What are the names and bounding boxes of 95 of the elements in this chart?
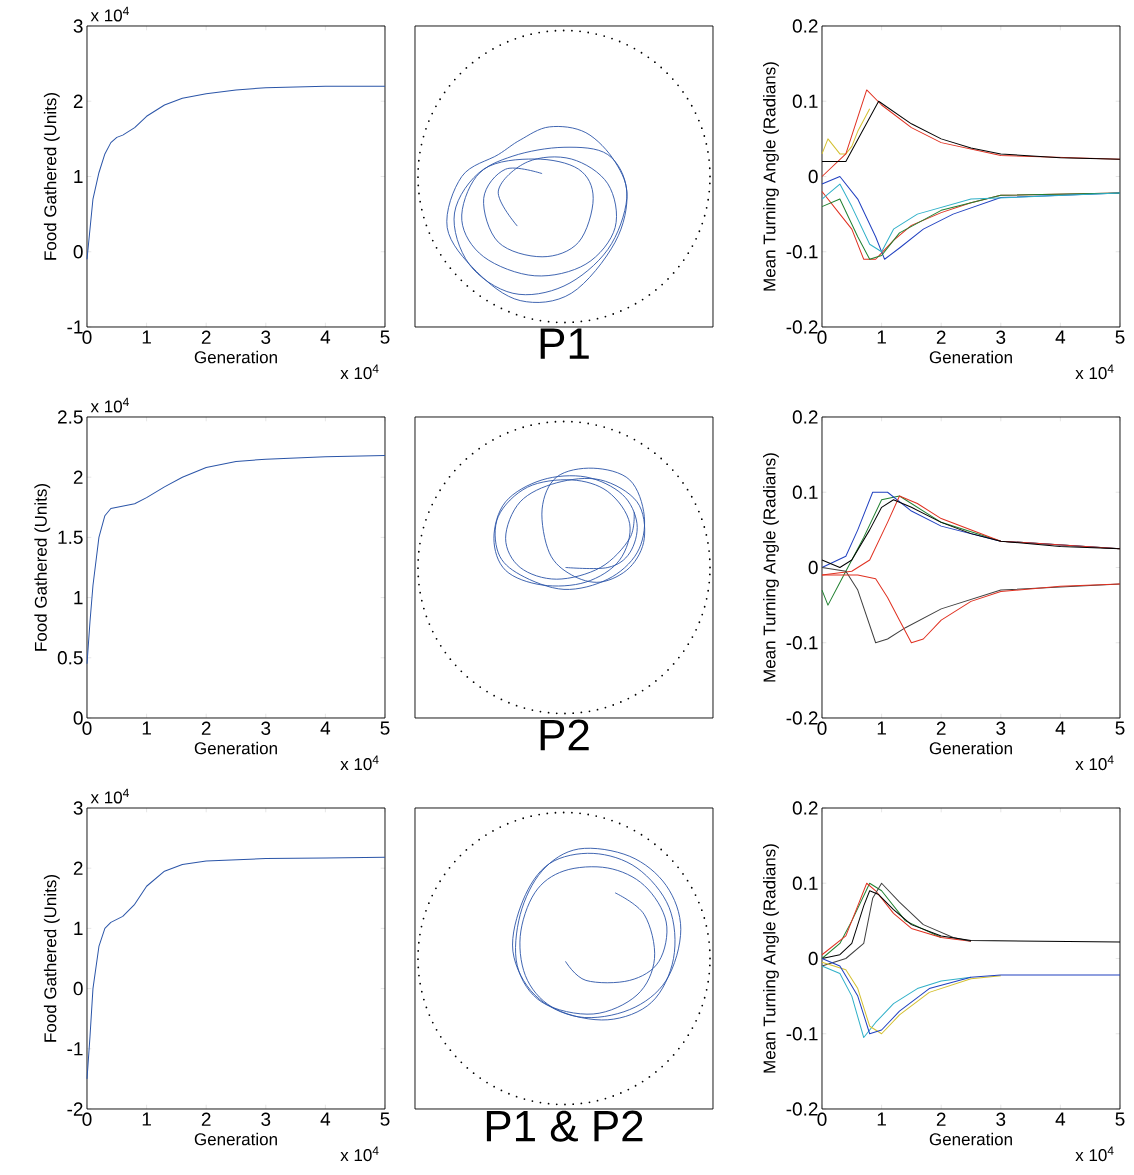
y-tick-label: 2 [73, 94, 83, 108]
x-axis-title: Generation [929, 350, 1012, 364]
x-axis-title: Generation [194, 1132, 277, 1146]
y-tick-label: 1 [74, 169, 83, 184]
y-axis-title: Food Gathered (Units) [43, 875, 60, 1042]
text: x 10$^{4}$ [90, 6, 129, 22]
x-tick-label: 2 [201, 330, 211, 344]
line-series [821, 882, 942, 959]
text: x 10$^{4}$ [1075, 755, 1114, 771]
x-tick-label: 1 [877, 721, 886, 735]
y-tick-label: -0.2 [786, 1102, 818, 1116]
line-series [821, 183, 1121, 253]
y-tick-label: -0.1 [786, 636, 818, 650]
x-tick-label: 2 [201, 721, 211, 735]
text: P1 & P2 [486, 1110, 643, 1142]
y-tick-label: -0.1 [786, 1027, 818, 1041]
x-tick-label: 4 [1055, 1112, 1066, 1126]
y-tick-label: -1 [67, 320, 83, 334]
text: x 10$^{4}$ [340, 364, 379, 380]
y-tick-label: 3 [73, 19, 83, 33]
y-axis-title: Mean Turning Angle (Radians) [763, 844, 779, 1073]
y-tick-label: 0 [73, 981, 83, 996]
x-tick-label: 1 [142, 1112, 151, 1126]
x-tick-label: 3 [996, 1112, 1006, 1126]
x-tick-label: 1 [877, 330, 886, 344]
y-tick-label: 0.2 [792, 19, 818, 33]
x-axis-title: Generation [929, 1132, 1012, 1146]
y-tick-label: -2 [67, 1102, 83, 1116]
y-tick-label: 1 [74, 921, 83, 935]
y-axis-title: Mean Turning Angle (Radians) [763, 62, 779, 291]
y-tick-label: 0.2 [792, 801, 818, 815]
text: x 10$^{4}$ [90, 788, 129, 804]
y-tick-label: 2 [73, 470, 83, 484]
x-tick-label: 4 [320, 1112, 331, 1126]
line-series [821, 961, 1002, 1035]
y-tick-label: 3 [73, 801, 83, 815]
x-tick-label: 1 [877, 1112, 886, 1126]
text: x 10$^{4}$ [90, 397, 129, 413]
y-tick-label: 2.5 [58, 410, 83, 424]
x-tick-label: 5 [1115, 1112, 1125, 1126]
x-tick-label: 3 [996, 721, 1006, 735]
line-series [821, 958, 1121, 1035]
y-tick-label: -0.2 [786, 320, 818, 334]
y-tick-label: 0 [808, 169, 818, 184]
x-tick-label: 3 [261, 1112, 271, 1126]
x-tick-label: 5 [380, 1112, 390, 1126]
x-tick-label: 2 [936, 1112, 946, 1126]
text: x 10$^{4}$ [340, 755, 379, 771]
y-tick-label: -1 [67, 1042, 83, 1056]
y-tick-label: -0.2 [786, 711, 818, 725]
x-axis-title: Generation [929, 741, 1012, 755]
y-tick-label: 0.1 [792, 485, 818, 499]
text: P1 [540, 328, 589, 359]
y-axis-title: Food Gathered (Units) [43, 93, 60, 260]
x-tick-label: 0 [817, 330, 827, 344]
y-tick-label: 0 [73, 245, 83, 259]
x-tick-label: 2 [201, 1112, 211, 1126]
x-tick-label: 3 [996, 330, 1006, 344]
line-series [821, 108, 871, 155]
x-tick-label: 5 [1115, 721, 1125, 735]
x-tick-label: 2 [936, 330, 946, 344]
y-tick-label: 1.5 [58, 530, 83, 545]
x-axis-title: Generation [194, 350, 277, 364]
y-tick-label: 1 [74, 591, 83, 605]
x-tick-label: 0 [817, 721, 827, 735]
y-tick-label: 0 [808, 560, 818, 575]
x-tick-label: 4 [320, 721, 331, 735]
text: x 10$^{4}$ [340, 1146, 379, 1162]
x-tick-label: 4 [320, 330, 331, 344]
line-series [86, 856, 386, 1080]
x-tick-label: 1 [142, 330, 151, 344]
text: x 10$^{4}$ [1075, 1146, 1114, 1162]
x-tick-label: 5 [380, 330, 390, 344]
y-tick-label: -0.1 [786, 245, 818, 259]
text: x 10$^{4}$ [1075, 364, 1114, 380]
text: P2 [540, 719, 589, 751]
x-tick-label: 1 [142, 721, 151, 735]
x-tick-label: 2 [936, 721, 946, 735]
x-axis-title: Generation [194, 741, 277, 755]
x-tick-label: 5 [1115, 330, 1125, 344]
y-tick-label: 0.1 [792, 94, 818, 108]
y-tick-label: 0.2 [792, 410, 818, 424]
y-axis-title: Mean Turning Angle (Radians) [763, 453, 779, 682]
y-tick-label: 0 [808, 951, 818, 966]
y-tick-label: 2 [73, 861, 83, 875]
x-tick-label: 4 [1055, 330, 1066, 344]
y-axis-title: Food Gathered (Units) [34, 484, 51, 651]
x-tick-label: 3 [261, 330, 271, 344]
x-tick-label: 0 [817, 1112, 827, 1126]
x-tick-label: 3 [261, 721, 271, 735]
x-tick-label: 4 [1055, 721, 1066, 735]
y-tick-label: 0 [73, 711, 83, 725]
y-tick-label: 0.1 [792, 876, 818, 890]
y-tick-label: 0.5 [57, 651, 83, 665]
x-tick-label: 5 [380, 721, 390, 735]
